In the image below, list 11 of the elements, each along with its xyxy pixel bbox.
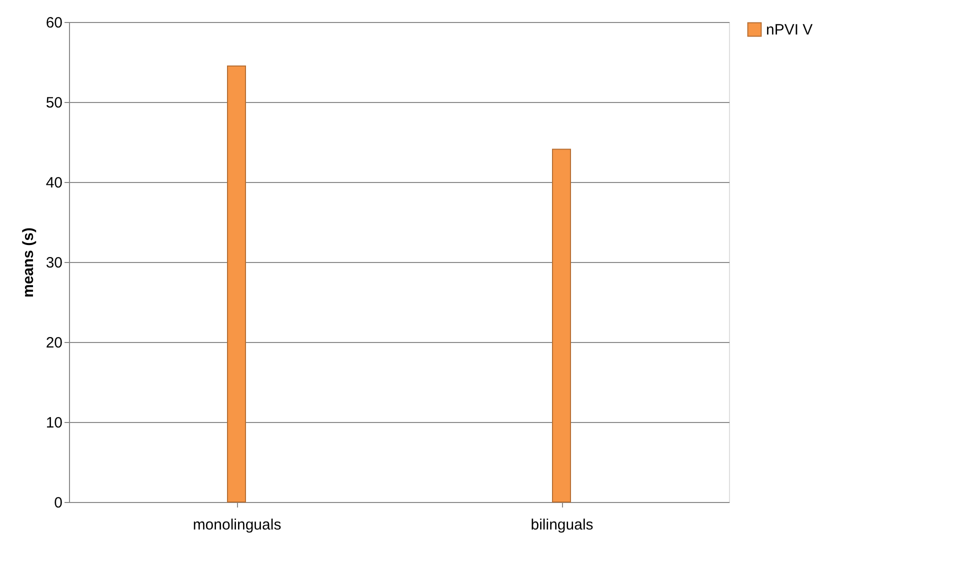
- y-tick-label: 50: [46, 94, 62, 112]
- y-tick-label: 10: [46, 414, 62, 432]
- y-tick-label: 20: [46, 334, 62, 352]
- legend-label: nPVI V: [766, 22, 813, 38]
- y-axis-title: means (s): [20, 227, 37, 298]
- y-tick-label: 30: [46, 254, 62, 272]
- x-tick-label: monolinguals: [192, 516, 282, 534]
- y-tick-label: 40: [46, 174, 62, 192]
- y-tick-label: 60: [46, 14, 62, 32]
- y-tick-label: 0: [54, 494, 62, 512]
- x-tick-label: bilinguals: [530, 516, 594, 534]
